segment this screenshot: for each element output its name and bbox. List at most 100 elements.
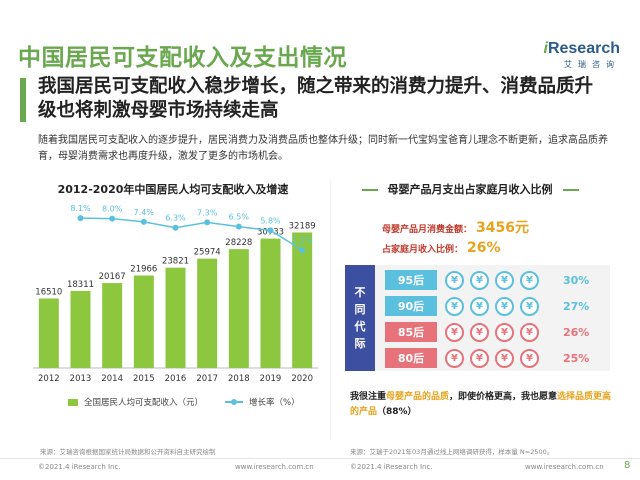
- growth-rate-point: [109, 215, 116, 222]
- yuan-coin-icon: ¥: [520, 348, 539, 368]
- side-label-char: 同: [354, 303, 366, 316]
- growth-rate-point: [299, 247, 306, 254]
- conclusion-part-a: 我很注重: [350, 392, 387, 402]
- source-note-left: 来源：艾瑞咨询根据国家统计局数据和公开资料自主研究绘制: [40, 448, 216, 456]
- x-tick-label: 2017: [196, 374, 218, 384]
- income-bar: [102, 283, 123, 368]
- growth-rate-point: [267, 227, 274, 234]
- bar-value-label: 28228: [225, 238, 252, 248]
- growth-rate-label: 6.3%: [165, 214, 186, 223]
- chart-legend: 全国居民人均可支配收入（元） 增长率（%）: [68, 396, 300, 408]
- survey-conclusion: 我很注重母婴产品的品质，即使价格更高，我也愿意选择品质更高的产品（88%）: [350, 390, 615, 420]
- metric-income-share: 占家庭月收入比例： 26%: [382, 240, 501, 256]
- growth-rate-label: 2.1%: [292, 236, 313, 245]
- coin-group: ¥ ¥ ¥ ¥: [445, 270, 539, 290]
- page-number: 8: [624, 460, 631, 471]
- generation-percent: 26%: [563, 325, 590, 339]
- generation-row: 90后 ¥ ¥ ¥ ¥27%: [385, 296, 589, 316]
- bar-value-label: 21966: [130, 265, 157, 275]
- logo-brand: Research: [547, 40, 620, 57]
- x-tick-label: 2019: [260, 374, 282, 384]
- growth-rate-point: [204, 219, 211, 226]
- yuan-coin-icon: ¥: [445, 322, 464, 342]
- income-bar: [292, 232, 313, 368]
- x-tick-label: 2014: [101, 374, 123, 384]
- growth-rate-label: 8.1%: [70, 204, 91, 213]
- income-bar: [38, 298, 59, 368]
- generation-row: 85后 ¥ ¥ ¥ ¥26%: [385, 322, 589, 342]
- side-label-char: 际: [354, 337, 366, 350]
- metric-monthly-spend-value: 3456元: [476, 220, 529, 236]
- yuan-coin-icon: ¥: [495, 348, 514, 368]
- yuan-coin-icon: ¥: [520, 270, 539, 290]
- coin-group: ¥ ¥ ¥ ¥: [445, 322, 539, 342]
- footer-divider: [0, 458, 640, 459]
- x-tick-label: 2013: [70, 374, 92, 384]
- logo-i: i: [543, 40, 548, 57]
- coin-group: ¥ ¥ ¥ ¥: [445, 296, 539, 316]
- yuan-coin-icon: ¥: [520, 322, 539, 342]
- income-bar: [197, 258, 218, 368]
- metric-monthly-spend: 母婴产品月消费金额： 3456元: [382, 217, 529, 237]
- yuan-coin-icon: ¥: [495, 270, 514, 290]
- metric-monthly-spend-label: 母婴产品月消费金额：: [382, 225, 473, 235]
- bar-value-label: 20167: [99, 272, 126, 282]
- generation-tag: 80后: [385, 348, 437, 368]
- right-panel-title: 母婴产品月支出占家庭月收入比例: [335, 181, 605, 197]
- conclusion-part-c: （88%）: [377, 407, 417, 417]
- legend-line-label: 增长率（%）: [249, 398, 300, 408]
- yuan-coin-icon: ¥: [495, 322, 514, 342]
- yuan-coin-icon: ¥: [470, 270, 489, 290]
- yuan-coin-icon: ¥: [470, 348, 489, 368]
- growth-rate-label: 7.3%: [197, 208, 218, 217]
- income-chart: 16510 2012 18311 2013 20167 2014 21966 2015 2382…: [33, 204, 318, 384]
- logo-subtext: 艾瑞咨询: [564, 60, 620, 69]
- growth-rate-label: 6.5%: [229, 213, 250, 222]
- growth-rate-point: [172, 224, 179, 231]
- subtitle-accent-bar: [20, 78, 26, 122]
- growth-rate-label: 8.0%: [102, 205, 123, 214]
- generation-percent: 30%: [563, 273, 590, 287]
- subtitle: 我国居民可支配收入稳步增长，随之带来的消费力提升、消费品质升级也将刺激母婴市场持…: [38, 76, 594, 121]
- income-bar: [228, 249, 249, 368]
- section-divider: [330, 180, 331, 440]
- yuan-coin-icon: ¥: [470, 296, 489, 316]
- x-tick-label: 2018: [228, 374, 250, 384]
- growth-rate-point: [140, 218, 147, 225]
- growth-rate-point: [235, 223, 242, 230]
- generation-percent: 27%: [563, 299, 590, 313]
- x-tick-label: 2020: [291, 374, 313, 384]
- growth-rate-label: 7.4%: [134, 208, 155, 217]
- income-bar: [70, 290, 91, 368]
- growth-rate-line: [80, 217, 303, 251]
- metric-income-share-value: 26%: [467, 240, 501, 256]
- iresearch-logo: iResearch 艾瑞咨询: [544, 40, 621, 70]
- x-tick-label: 2016: [165, 374, 187, 384]
- generation-percent: 25%: [563, 351, 590, 365]
- coin-group: ¥ ¥ ¥ ¥: [445, 348, 539, 368]
- bar-value-label: 16510: [35, 287, 62, 297]
- page-title: 中国居民可支配收入及支出情况: [18, 45, 347, 71]
- generation-tag: 85后: [385, 322, 437, 342]
- footer-copyright-left: ©2021.4 iResearch Inc.: [38, 463, 121, 471]
- generation-row: 80后 ¥ ¥ ¥ ¥25%: [385, 348, 589, 368]
- source-note-right: 来源：艾瑞于2021年03月通过线上网络调研获得，样本量 N=2500。: [350, 448, 554, 456]
- yuan-coin-icon: ¥: [445, 296, 464, 316]
- generation-side-label: 不 同 代 际: [345, 265, 375, 371]
- metric-income-share-label: 占家庭月收入比例：: [382, 245, 464, 255]
- growth-rate-point: [77, 215, 84, 222]
- conclusion-part-b: ，即使价格更高，我也愿意: [449, 392, 558, 402]
- yuan-coin-icon: ¥: [445, 348, 464, 368]
- yuan-coin-icon: ¥: [495, 296, 514, 316]
- x-tick-label: 2012: [38, 374, 60, 384]
- legend-bar-swatch: [68, 398, 78, 406]
- generation-row: 95后 ¥ ¥ ¥ ¥30%: [385, 270, 589, 290]
- footer-url-right: www.iresearch.com.cn: [525, 463, 604, 471]
- bar-value-label: 25974: [194, 248, 221, 258]
- x-tick-label: 2015: [133, 374, 155, 384]
- legend-line-swatch: [225, 399, 244, 405]
- bar-value-label: 18311: [67, 280, 94, 290]
- income-bar: [260, 238, 281, 368]
- yuan-coin-icon: ¥: [470, 322, 489, 342]
- yuan-coin-icon: ¥: [520, 296, 539, 316]
